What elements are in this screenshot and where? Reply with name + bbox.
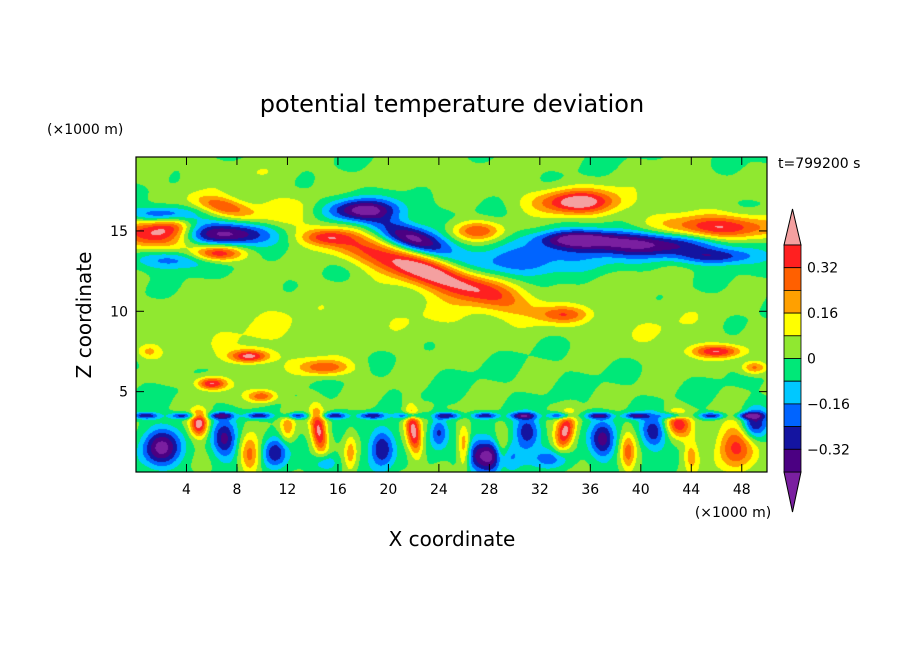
x-axis-unit: (×1000 m) <box>695 505 771 521</box>
y-axis: 5 10 15 <box>110 224 767 401</box>
colorbar-label: 0.16 <box>807 306 838 322</box>
x-tick-label: 4 <box>182 482 191 498</box>
colorbar-label: 0.32 <box>807 261 838 277</box>
x-tick-label: 36 <box>581 482 599 498</box>
colorbar-swatch <box>783 244 802 269</box>
chart-title: potential temperature deviation <box>260 90 644 118</box>
x-axis-label: X coordinate <box>389 527 516 551</box>
time-label: t=799200 s <box>778 156 860 172</box>
plot-frame <box>135 156 768 473</box>
colorbar-swatch <box>783 267 802 291</box>
y-axis-label: Z coordinate <box>72 252 96 379</box>
x-tick-label: 48 <box>733 482 751 498</box>
colorbar-label: 0 <box>807 352 816 368</box>
x-tick-label: 40 <box>632 482 650 498</box>
y-axis-unit: (×1000 m) <box>47 122 123 138</box>
y-tick-label: 15 <box>110 224 128 240</box>
x-tick-label: 28 <box>480 482 498 498</box>
colorbar: 0.32 0.16 0 −0.16 −0.32 <box>783 208 850 513</box>
colorbar-swatch <box>783 426 802 450</box>
colorbar-swatch <box>783 289 802 314</box>
colorbar-label: −0.16 <box>807 397 850 413</box>
colorbar-swatch <box>783 312 802 337</box>
x-axis: 4 8 12 16 20 24 28 32 36 40 44 48 <box>182 157 751 498</box>
colorbar-label: −0.32 <box>807 442 850 458</box>
x-tick-label: 12 <box>279 482 297 498</box>
y-tick-label: 10 <box>110 304 128 320</box>
colorbar-swatch <box>783 335 802 359</box>
x-tick-label: 20 <box>379 482 397 498</box>
colorbar-swatch <box>783 380 802 405</box>
x-tick-label: 44 <box>682 482 700 498</box>
contour-field <box>136 157 767 472</box>
x-tick-label: 16 <box>329 482 347 498</box>
y-tick-label: 5 <box>119 385 128 401</box>
colorbar-top-extension <box>783 208 802 246</box>
x-tick-label: 32 <box>531 482 549 498</box>
colorbar-swatch <box>783 358 802 382</box>
colorbar-swatch <box>783 403 802 427</box>
colorbar-bottom-extension <box>783 471 802 513</box>
colorbar-swatch <box>783 448 802 473</box>
x-tick-label: 8 <box>232 482 241 498</box>
x-tick-label: 24 <box>430 482 448 498</box>
